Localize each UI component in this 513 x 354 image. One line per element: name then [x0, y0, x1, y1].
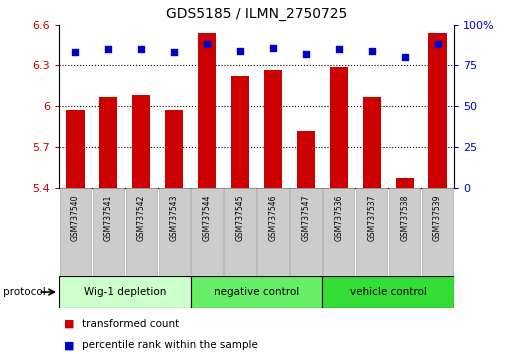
Point	[203, 41, 211, 47]
Text: vehicle control: vehicle control	[350, 287, 427, 297]
Point	[137, 46, 145, 52]
Text: Wig-1 depletion: Wig-1 depletion	[84, 287, 166, 297]
Point	[236, 48, 244, 54]
Text: ■: ■	[64, 319, 74, 329]
Text: GSM737539: GSM737539	[433, 195, 442, 241]
Point	[269, 45, 277, 50]
Bar	[198, 33, 216, 188]
Text: GSM737546: GSM737546	[268, 195, 278, 241]
Point	[433, 41, 442, 47]
Bar	[297, 131, 315, 188]
Text: transformed count: transformed count	[82, 319, 180, 329]
Bar	[323, 188, 354, 276]
Bar	[132, 95, 150, 188]
Text: GSM737547: GSM737547	[301, 195, 310, 241]
Bar	[389, 188, 420, 276]
Point	[334, 46, 343, 52]
Bar	[126, 188, 157, 276]
Bar	[330, 67, 348, 188]
Text: GSM737542: GSM737542	[137, 195, 146, 241]
Point	[302, 51, 310, 57]
Text: GSM737538: GSM737538	[400, 195, 409, 241]
Text: GSM737536: GSM737536	[334, 195, 343, 241]
Bar	[59, 276, 191, 308]
Text: GSM737537: GSM737537	[367, 195, 376, 241]
Bar	[224, 188, 255, 276]
Bar	[290, 188, 322, 276]
Text: GSM737544: GSM737544	[203, 195, 212, 241]
Bar	[422, 188, 453, 276]
Text: percentile rank within the sample: percentile rank within the sample	[82, 340, 258, 350]
Text: GSM737543: GSM737543	[170, 195, 179, 241]
Bar	[363, 97, 381, 188]
Bar	[66, 110, 85, 188]
Text: GSM737545: GSM737545	[235, 195, 245, 241]
Bar	[159, 188, 190, 276]
Bar	[322, 276, 454, 308]
Bar	[264, 70, 282, 188]
Point	[401, 55, 409, 60]
Point	[368, 48, 376, 54]
Bar	[191, 188, 223, 276]
Bar	[231, 76, 249, 188]
Text: GSM737540: GSM737540	[71, 195, 80, 241]
Text: GSM737541: GSM737541	[104, 195, 113, 241]
Bar	[396, 178, 413, 188]
Point	[71, 50, 80, 55]
Text: protocol: protocol	[3, 287, 45, 297]
Bar	[60, 188, 91, 276]
Bar	[356, 188, 387, 276]
Bar	[165, 110, 183, 188]
Bar	[428, 33, 447, 188]
Bar	[100, 97, 117, 188]
Bar	[258, 188, 289, 276]
Text: negative control: negative control	[214, 287, 299, 297]
Point	[170, 50, 179, 55]
Point	[104, 46, 112, 52]
Bar	[191, 276, 322, 308]
Text: ■: ■	[64, 340, 74, 350]
Title: GDS5185 / ILMN_2750725: GDS5185 / ILMN_2750725	[166, 7, 347, 21]
Bar	[93, 188, 124, 276]
